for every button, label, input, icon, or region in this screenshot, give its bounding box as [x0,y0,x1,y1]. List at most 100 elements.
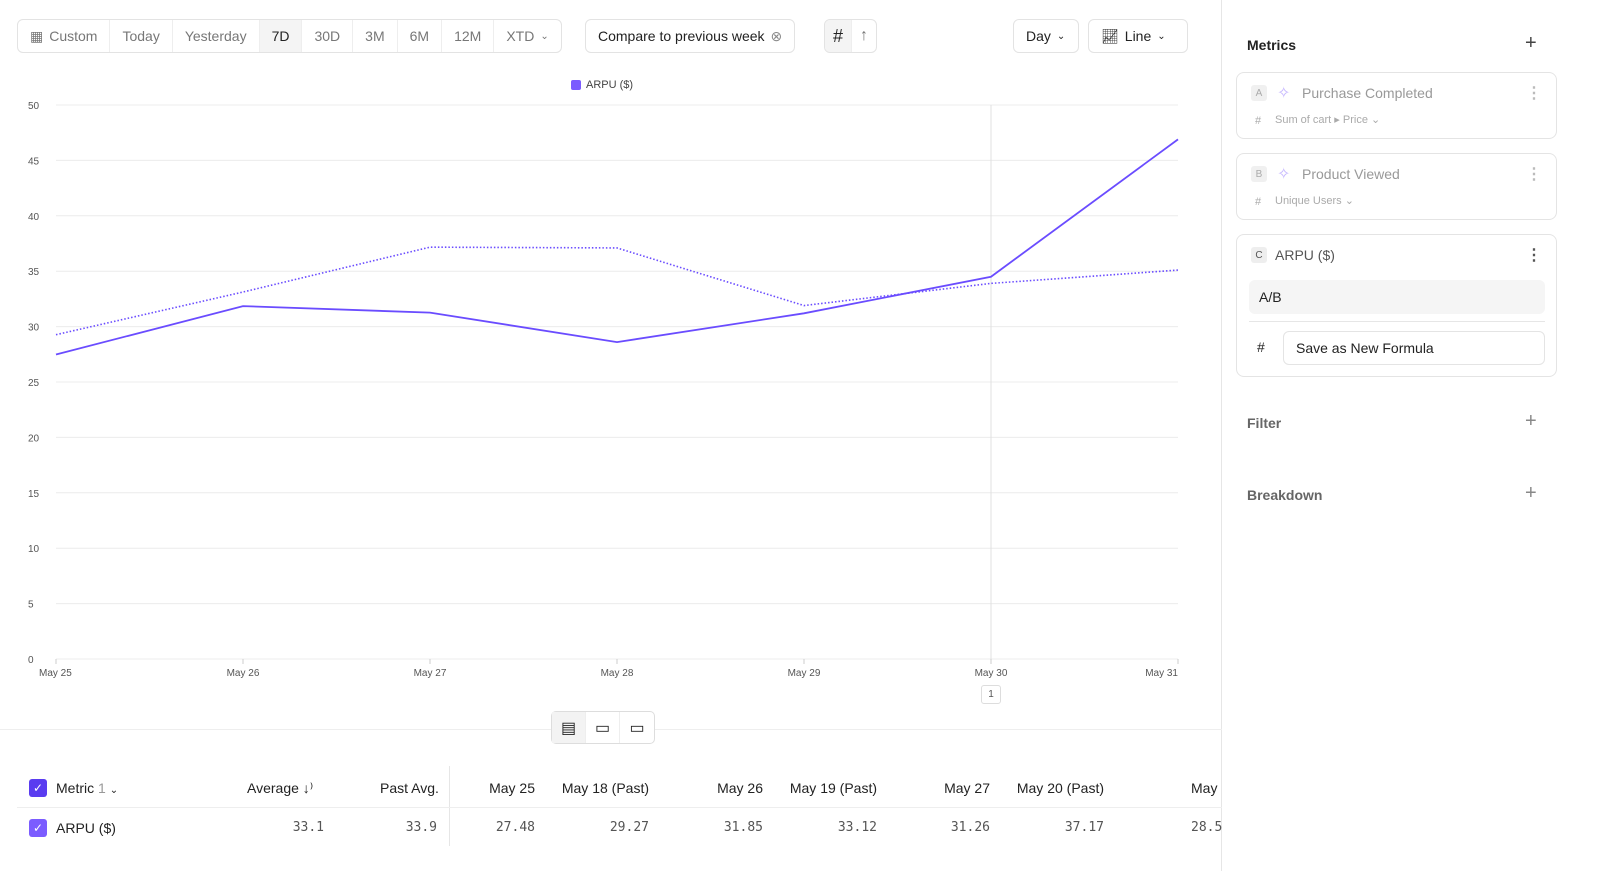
range-xtd[interactable]: XTD ⌄ [506,28,549,44]
row-past-avg: 33.9 [405,820,437,835]
legend-label: ARPU ($) [586,79,634,91]
granularity-dropdown[interactable]: Day ⌄ [1013,19,1079,53]
hash-icon: # [1255,196,1262,208]
select-all-checkbox[interactable]: ✓ [29,779,47,797]
chart-type-label: Line [1124,28,1152,44]
past-series-line [55,246,1179,336]
y-tick-label: 30 [28,323,40,334]
date-column-header[interactable]: May 20 (Past) [1016,780,1104,796]
display-toggle: # ↑ [824,19,878,53]
y-tick-label: 10 [28,544,40,555]
hash-icon[interactable]: # [825,20,853,52]
row-value: 28.5 [1191,820,1222,835]
more-options-icon[interactable]: ⋮ [1526,85,1542,102]
chart-only-icon[interactable]: ▭ [586,712,620,743]
metric-card-b[interactable]: B ✧ Product Viewed ⋮ # Unique Users ⌄ [1236,153,1557,220]
granularity-label: Day [1026,28,1051,44]
row-metric-name: ARPU ($) [56,820,116,836]
y-tick-label: 5 [28,600,34,611]
query-sidebar: Metrics + A ✧ Purchase Completed ⋮ # Sum… [1223,0,1600,871]
chart-type-dropdown[interactable]: 📈︎ Line ⌄ [1088,19,1188,53]
annotation-marker[interactable]: 1 [981,685,1001,704]
date-column-header[interactable]: May 19 (Past) [789,780,877,796]
average-column-header[interactable]: Average ↓⁾ [247,780,314,796]
metric-card-c[interactable]: C ARPU ($) ⋮ A/B # Save as New Formula [1236,234,1557,377]
x-tick-label: May 27 [414,668,447,679]
range-6m[interactable]: 6M [398,20,443,52]
add-breakdown-plus-icon[interactable]: + [1525,482,1537,504]
formula-name[interactable]: ARPU ($) [1275,247,1335,263]
save-formula-button[interactable]: Save as New Formula [1283,331,1545,365]
metric-card-a[interactable]: A ✧ Purchase Completed ⋮ # Sum of cart ▸… [1236,72,1557,139]
line-chart-icon: 📈︎ [1101,27,1119,44]
range-3m[interactable]: 3M [353,20,398,52]
line-chart[interactable]: 0 5 10 15 20 25 30 35 40 45 50 May 25 May 26 May 27 Ma… [0,90,1222,690]
metric-name: Product Viewed [1302,166,1400,182]
x-tick-label: May 28 [601,668,634,679]
chevron-down-icon: ⌄ [1157,30,1166,42]
row-checkbox[interactable]: ✓ [29,819,47,837]
sort-icon[interactable]: ↓⁾ [302,780,314,796]
date-column-header[interactable]: May 27 [944,780,990,796]
calendar-icon: ▦ [30,27,44,44]
date-range-segmented: ▦ Custom Today Yesterday 7D 30D 3M 6M 12M XTD ⌄ [17,19,562,53]
date-range-toolbar: ▦ Custom Today Yesterday 7D 30D 3M 6M 12M XTD ⌄ [17,19,562,53]
x-tick-label: May 31 [1145,668,1178,679]
date-column-header[interactable]: May 26 [717,780,763,796]
date-column-header[interactable]: May 25 [489,780,535,796]
metric-column-header[interactable]: Metric 1 ⌄ [56,780,119,796]
row-average: 33.1 [292,820,324,835]
current-series-line [55,138,1179,356]
event-click-icon: ✧ [1277,166,1291,183]
table-only-icon[interactable]: ▭ [629,719,645,737]
range-30d[interactable]: 30D [302,20,354,52]
event-click-icon: ✧ [1277,85,1291,102]
more-options-icon[interactable]: ⋮ [1526,166,1542,183]
compare-button[interactable]: Compare to previous week ⊗ [585,19,796,53]
table-row: ✓ ARPU ($) 33.1 33.9 27.48 29.27 31.85 33.1… [17,808,1222,848]
metric-letter: C [1251,247,1267,263]
range-7d[interactable]: 7D [259,20,303,52]
date-column-header[interactable]: May 18 (Past) [561,780,649,796]
y-tick-label: 20 [28,433,40,444]
add-metric-plus-icon[interactable]: + [1525,32,1537,54]
row-value: 37.17 [1064,820,1104,835]
chart-legend[interactable]: ARPU ($) [571,79,633,91]
column-divider [449,766,450,846]
more-options-icon[interactable]: ⋮ [1526,247,1542,264]
date-column-header[interactable]: May 2 [1191,780,1222,796]
range-yesterday[interactable]: Yesterday [173,20,260,52]
row-value: 29.27 [609,820,649,835]
y-tick-label: 25 [28,378,40,389]
formula-input[interactable]: A/B [1249,280,1545,314]
hash-icon: # [1255,115,1262,127]
split-view-icon[interactable]: ▤ [552,712,586,743]
metric-letter: A [1251,85,1267,101]
metric-letter: B [1251,166,1267,182]
row-value: 27.48 [495,820,535,835]
close-circle-icon[interactable]: ⊗ [770,27,783,44]
y-tick-label: 45 [28,156,40,167]
y-tick-label: 15 [28,489,40,500]
row-value: 31.26 [950,820,990,835]
table-header: ✓ Metric 1 ⌄ Average ↓⁾ Past Avg. May 25… [17,768,1222,808]
aggregation-dropdown[interactable]: Unique Users ⌄ [1275,195,1354,207]
main-panel: ▦ Custom Today Yesterday 7D 30D 3M 6M 12M XTD ⌄ Co… [0,0,1222,871]
y-tick-label: 35 [28,267,40,278]
y-tick-label: 40 [28,212,40,223]
hash-icon: # [1257,339,1265,355]
filter-title: Filter [1247,415,1282,431]
metrics-title: Metrics [1247,37,1297,53]
legend-swatch [571,80,581,90]
range-today[interactable]: Today [110,20,173,52]
aggregation-dropdown[interactable]: Sum of cart ▸ Price ⌄ [1275,114,1381,126]
past-avg-column-header[interactable]: Past Avg. [380,780,439,796]
range-custom[interactable]: ▦ Custom [18,20,111,52]
data-table: ✓ Metric 1 ⌄ Average ↓⁾ Past Avg. May 25… [17,768,1222,848]
arrow-up-icon[interactable]: ↑ [860,27,869,44]
metric-name: Purchase Completed [1302,85,1433,101]
compare-label: Compare to previous week [598,28,765,44]
add-filter-plus-icon[interactable]: + [1525,410,1537,432]
row-value: 33.12 [837,820,877,835]
range-12m[interactable]: 12M [442,20,495,52]
